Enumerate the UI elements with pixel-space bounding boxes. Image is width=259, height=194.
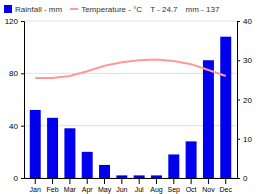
tick-label: Jul [135,186,144,193]
tick-mark [52,178,53,184]
tick-label: 20 [243,96,252,105]
tick-mark [21,126,24,127]
legend-swatch [4,5,12,13]
legend-label: Temperature - °C [81,5,142,14]
tick-label: Jun [116,186,127,193]
tick: Oct [186,178,197,193]
bar [47,118,58,178]
tick-mark [208,178,209,184]
tick-mark [21,73,24,74]
legend-item: Rainfall - mm [4,5,62,14]
tick-mark [237,60,240,61]
y-axis: 0 40 80 120 [5,17,25,183]
bar [82,152,93,178]
tick: 0 [237,174,248,183]
bar [64,128,75,178]
bar [203,60,214,178]
bar-series [30,37,231,178]
tick-label: Aug [150,186,163,194]
tick-mark [173,178,174,184]
axis-line [25,178,238,179]
tick: 80 [9,69,24,78]
legend-swatch [70,8,78,10]
tick: Jun [116,178,127,193]
tick: Feb [47,178,59,193]
tick-label: Apr [82,186,94,194]
axis-line [238,22,241,179]
tick-label: 30 [243,56,252,65]
bar [186,141,197,178]
tick-label: 0 [243,174,248,183]
tick-mark [191,178,192,184]
annotation: T - 24.7 [150,5,178,14]
tick-label: Jan [30,186,41,193]
tick-mark [21,21,24,22]
tick-mark [237,178,240,179]
tick-mark [156,178,157,184]
grid-line [24,21,237,22]
tick-mark [35,178,36,184]
tick: Jul [135,178,144,193]
grid [24,21,237,178]
tick-mark [21,178,24,179]
bar [30,110,41,178]
tick: Dec [220,178,233,193]
tick-label: 10 [243,135,252,144]
annotation: mm - 137 [186,5,220,14]
tick-mark [104,178,105,184]
tick: 40 [237,17,252,26]
bar [168,154,179,178]
x-axis: Jan Feb Mar Apr May Jun Jul Aug Sep Oct Nov Dec [25,178,238,194]
tick-label: 40 [243,17,252,26]
y2-axis: 0 10 20 30 40 [237,17,252,183]
tick: 20 [237,96,252,105]
tick-mark [237,21,240,22]
tick: 10 [237,135,252,144]
tick-mark [139,178,140,184]
tick: Apr [82,178,94,194]
tick-mark [121,178,122,184]
tick-mark [225,178,226,184]
tick: Sep [168,178,181,194]
tick: 120 [5,17,24,26]
bar [220,37,231,178]
tick: May [98,178,112,194]
tick-label: May [98,186,112,194]
tick-label: 80 [9,69,18,78]
tick: Jan [30,178,41,193]
tick: 0 [14,174,24,183]
axis-line [21,22,25,179]
plot: Jan Feb Mar Apr May Jun Jul Aug Sep Oct Nov Dec 0 40 8… [5,17,253,194]
tick-mark [87,178,88,184]
tick-label: Mar [64,186,77,193]
tick-label: Nov [202,186,215,193]
bar [116,175,127,178]
tick: Mar [64,178,77,193]
marks [30,37,231,178]
tick-label: 0 [14,174,19,183]
chart: Rainfall - mm Temperature - °C T - 24.7 mm … [0,0,259,194]
legend-label: Rainfall - mm [15,5,62,14]
tick: Nov [202,178,215,193]
tick-label: Oct [186,186,197,193]
legend: Rainfall - mm Temperature - °C T - 24.7 mm … [4,5,220,14]
line [35,59,225,77]
tick-label: Sep [168,186,181,194]
tick-mark [69,178,70,184]
tick-label: 120 [5,17,19,26]
tick-label: Feb [47,186,59,193]
tick-mark [237,139,240,140]
tick-label: 40 [9,122,18,131]
annotation-text: T - 24.7 [150,5,178,14]
annotation-text: mm - 137 [186,5,220,14]
legend-item: Temperature - °C [70,5,142,14]
bar [134,175,145,178]
tick-label: Dec [220,186,233,193]
tick-mark [237,100,240,101]
tick: 40 [9,122,24,131]
tick: 30 [237,56,252,65]
bar [151,175,162,178]
bar [99,165,110,178]
tick: Aug [150,178,163,194]
